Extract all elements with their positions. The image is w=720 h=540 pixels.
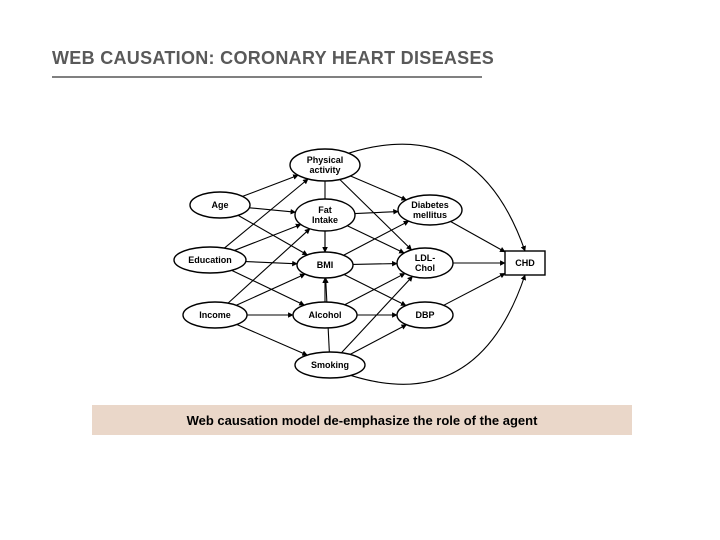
caption-band: Web causation model de-emphasize the rol… [92,405,632,435]
svg-text:BMI: BMI [317,260,334,270]
svg-text:Chol: Chol [415,263,435,273]
edge-diabetes-chd [451,221,505,251]
node-alcohol: Alcohol [293,302,357,328]
edge-income-smoking [237,324,307,355]
svg-text:DBP: DBP [415,310,434,320]
node-ldl: LDL-Chol [397,248,453,278]
node-age: Age [190,192,250,218]
edge-physical-diabetes [351,176,407,200]
caption-text: Web causation model de-emphasize the rol… [187,413,538,428]
node-bmi: BMI [297,252,353,278]
node-physical: Physicalactivity [290,149,360,181]
edge-age-physical [243,175,299,196]
node-smoking: Smoking [295,352,365,378]
title-divider [52,76,482,78]
node-fat: FatIntake [295,199,355,231]
causation-diagram: Physicalactivity Age FatIntake Diabetesmell… [150,135,580,405]
edge-bmi-ldl [353,264,397,265]
svg-text:CHD: CHD [515,258,535,268]
page-title: WEB CAUSATION: CORONARY HEART DISEASES [52,48,494,69]
svg-text:activity: activity [309,165,340,175]
node-education: Education [174,247,246,273]
svg-text:Smoking: Smoking [311,360,349,370]
edge-dbp-chd [444,273,505,305]
edge-smoking-dbp [350,325,406,355]
edge-education-alcohol [232,270,305,305]
node-chd: CHD [505,251,545,275]
svg-text:Fat: Fat [318,205,332,215]
edge-fat-diabetes [355,212,398,214]
svg-text:Physical: Physical [307,155,344,165]
svg-text:Intake: Intake [312,215,338,225]
slide: WEB CAUSATION: CORONARY HEART DISEASES P… [0,0,720,540]
svg-text:Age: Age [211,200,228,210]
svg-text:Alcohol: Alcohol [309,310,342,320]
svg-text:Education: Education [188,255,232,265]
node-income: Income [183,302,247,328]
node-dbp: DBP [397,302,453,328]
svg-text:LDL-: LDL- [415,253,436,263]
svg-text:Income: Income [199,310,231,320]
svg-text:mellitus: mellitus [413,210,447,220]
node-diabetes: Diabetesmellitus [398,195,462,225]
svg-text:Diabetes: Diabetes [411,200,449,210]
